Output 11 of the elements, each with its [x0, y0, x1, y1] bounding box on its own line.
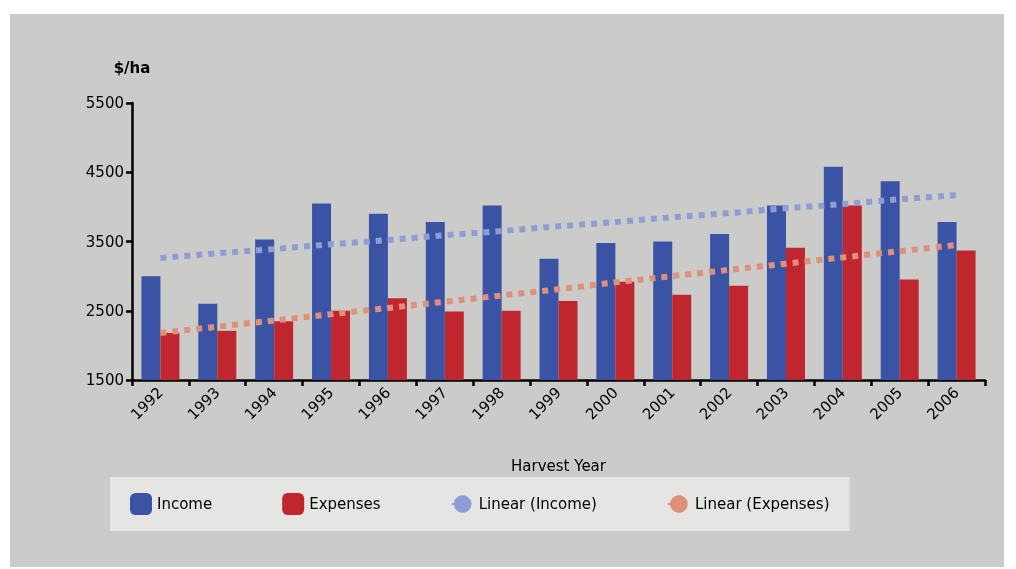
y-axis-title: $/ha [113, 58, 151, 77]
y-tick-label: 3500 [85, 232, 124, 251]
legend-label: Linear (Income) [478, 495, 597, 513]
y-tick-label: 5500 [85, 94, 124, 112]
y-tick-label: 4500 [85, 163, 124, 182]
legend-label: Income [157, 495, 213, 513]
y-tick-label: 2500 [85, 301, 124, 320]
x-axis-title: Harvest Year [511, 456, 607, 475]
legend-label: Expenses [309, 495, 381, 513]
y-tick-label: 1500 [85, 371, 124, 389]
legend-label: Linear (Expenses) [694, 495, 830, 513]
